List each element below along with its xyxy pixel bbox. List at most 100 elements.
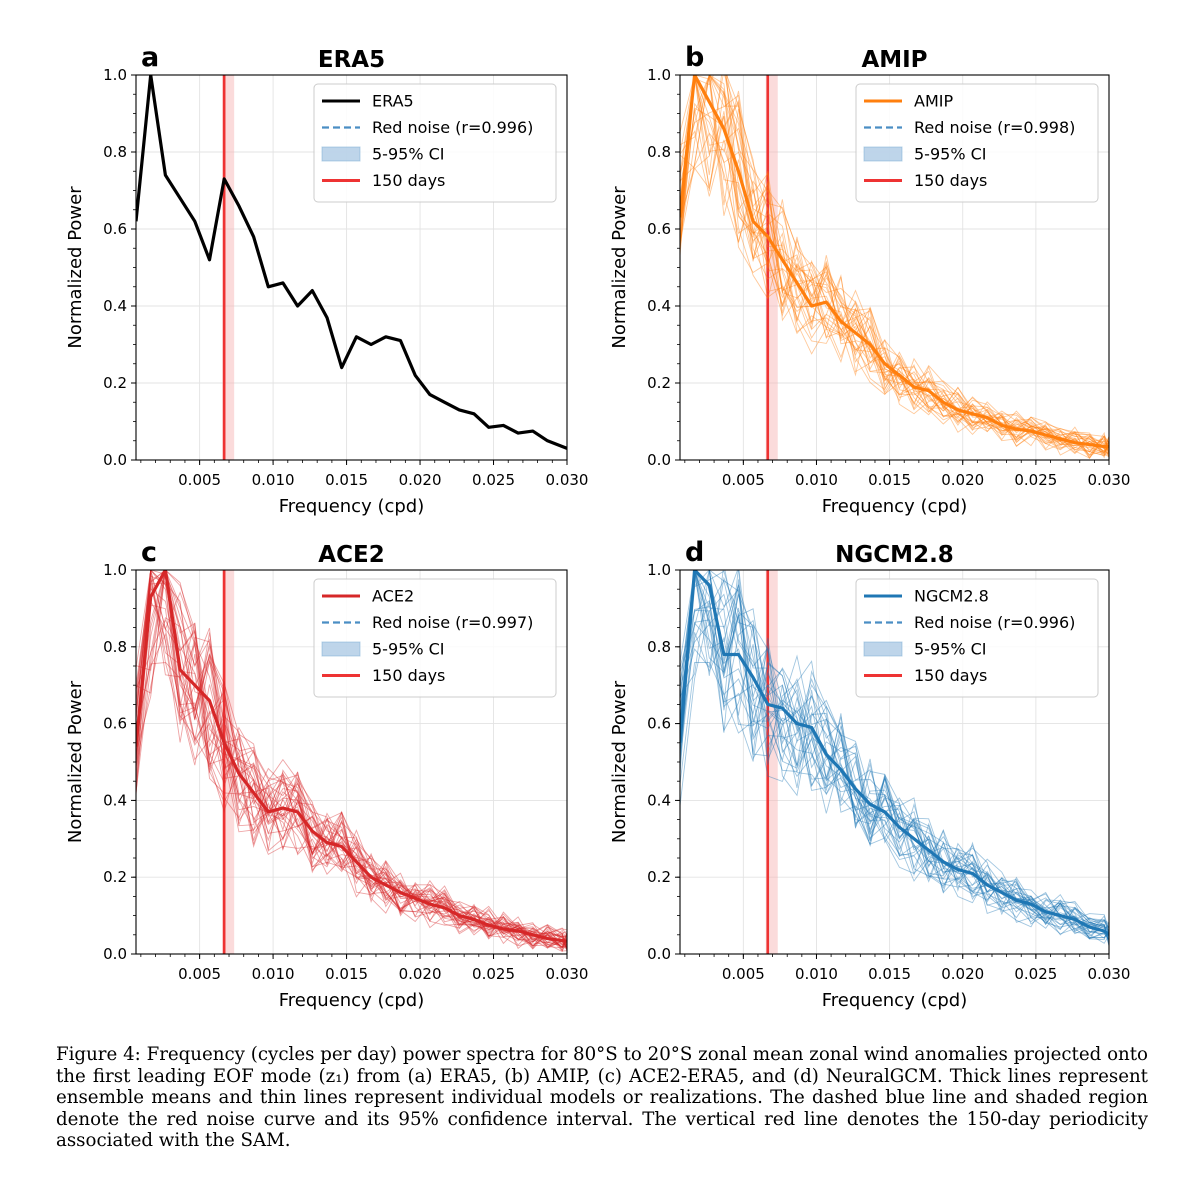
ensemble-member-line [136,570,567,947]
panel-title: ACE2 [318,542,384,568]
ensemble-member-line [136,570,567,935]
ensemble-member-line [680,76,1109,452]
y-tick-label: 0.2 [647,868,671,886]
x-tick-label: 0.025 [1014,965,1057,983]
y-tick-label: 0.4 [103,791,127,809]
x-tick-label: 0.030 [1088,471,1131,489]
legend: ACE2 Red noise (r=0.997) 5-95% CI 150 days [313,578,557,698]
ensemble-member-line [136,570,567,949]
plot-area [136,570,567,954]
ensemble-member-line [680,75,1109,454]
ensemble-member-line [680,576,1109,930]
x-tick-label: 0.020 [399,471,442,489]
y-tick-label: 0.8 [647,143,671,161]
ensemble-member-line [680,570,1109,940]
ensemble-member-line [136,582,567,943]
figure-caption: Figure 4: Frequency (cycles per day) pow… [56,1044,1148,1151]
ensemble-member-line [680,632,1109,929]
legend-label: 5-95% CI [372,145,445,164]
ensemble-member-line [680,648,1109,939]
y-tick-label: 0.6 [103,220,127,238]
y-axis-label: Normalized Power [65,680,86,843]
y-tick-label: 1.0 [647,561,671,579]
ensemble-member-line [136,570,567,948]
y-tick-label: 0.8 [103,143,127,161]
ensemble-member-line [680,75,1109,453]
legend-label: 150 days [914,171,987,190]
legend-label: 150 days [914,666,987,685]
x-tick-label: 0.010 [252,471,295,489]
ensemble-member-line [680,570,1109,940]
ensemble-member-line [680,600,1109,941]
ensemble-member-line [680,75,1109,458]
ensemble-member-line [680,570,1109,944]
x-tick-label: 0.015 [325,965,368,983]
ensemble-member-line [136,570,567,949]
panel-d: 0.005 0.010 0.015 0.020 0.025 0.030 0.0 0.2 0.4 0… [609,537,1130,1011]
ensemble-member-line [680,75,1109,456]
ensemble-member-line [680,570,1109,935]
ensemble-member-line [680,570,1109,932]
y-tick-label: 0.0 [647,451,671,469]
legend-swatch-ci [321,641,361,657]
y-tick-label: 1.0 [647,66,671,84]
panel-b: 0.005 0.010 0.015 0.020 0.025 0.030 0.0 0.2 0.4 0… [609,42,1130,517]
ensemble-member-line [680,570,1109,936]
y-axis-label: Normalized Power [609,186,630,349]
x-tick-label: 0.010 [795,471,838,489]
ensemble-member-line [136,570,567,952]
x-tick-label: 0.030 [546,471,589,489]
ensemble-member-line [136,570,567,945]
legend-label: ACE2 [372,587,414,606]
x-tick-label: 0.005 [722,965,765,983]
x-tick-label: 0.005 [722,471,765,489]
ensemble-member-line [136,570,567,951]
ensemble-member-line [680,75,1109,454]
ensemble-member-line [136,578,567,953]
ensemble-member-line [680,75,1109,458]
x-tick-label: 0.005 [178,471,221,489]
x-tick-label: 0.030 [1088,965,1131,983]
ensemble-member-line [680,570,1109,941]
ensemble-member-line [680,75,1109,459]
x-tick-label: 0.025 [472,965,515,983]
ensemble-member-line [136,570,567,944]
panel-title: NGCM2.8 [835,542,954,568]
x-tick-label: 0.015 [325,471,368,489]
x-tick-label: 0.025 [472,471,515,489]
legend-frame [313,83,557,203]
x-tick-label: 0.030 [546,965,589,983]
panel-letter: b [685,42,704,73]
y-tick-label: 0.2 [103,374,127,392]
legend-label: Red noise (r=0.996) [914,613,1075,632]
x-tick-label: 0.020 [399,965,442,983]
ensemble-member-line [680,75,1109,459]
ensemble-member-line [136,632,567,951]
x-axis-label: Frequency (cpd) [279,496,425,517]
legend-label: 150 days [372,666,445,685]
ensemble-member-line [136,570,567,948]
panel-letter: d [685,537,704,568]
legend-label: 5-95% CI [914,640,987,659]
y-axis-label: Normalized Power [609,680,630,843]
y-tick-label: 0.2 [103,868,127,886]
x-axis-label: Frequency (cpd) [279,990,425,1011]
ensemble-member-line [680,75,1109,453]
ensemble-member-line [680,570,1109,931]
x-axis-label: Frequency (cpd) [822,496,968,517]
ensemble-member-line [680,75,1109,457]
ensemble-member-line [136,570,567,952]
plot-area [680,75,1109,460]
mean-series-line [680,570,1109,937]
y-tick-label: 0.6 [647,715,671,733]
ensemble-member-line [680,593,1109,947]
ensemble-member-line [680,570,1109,939]
legend-label: 5-95% CI [914,145,987,164]
x-tick-label: 0.010 [795,965,838,983]
legend: AMIP Red noise (r=0.998) 5-95% CI 150 days [855,83,1099,203]
y-tick-label: 0.4 [647,791,671,809]
plot-area [680,570,1109,954]
ensemble-member-line [680,102,1109,453]
ensemble-member-line [680,576,1109,943]
ensemble-member-line [680,99,1109,451]
